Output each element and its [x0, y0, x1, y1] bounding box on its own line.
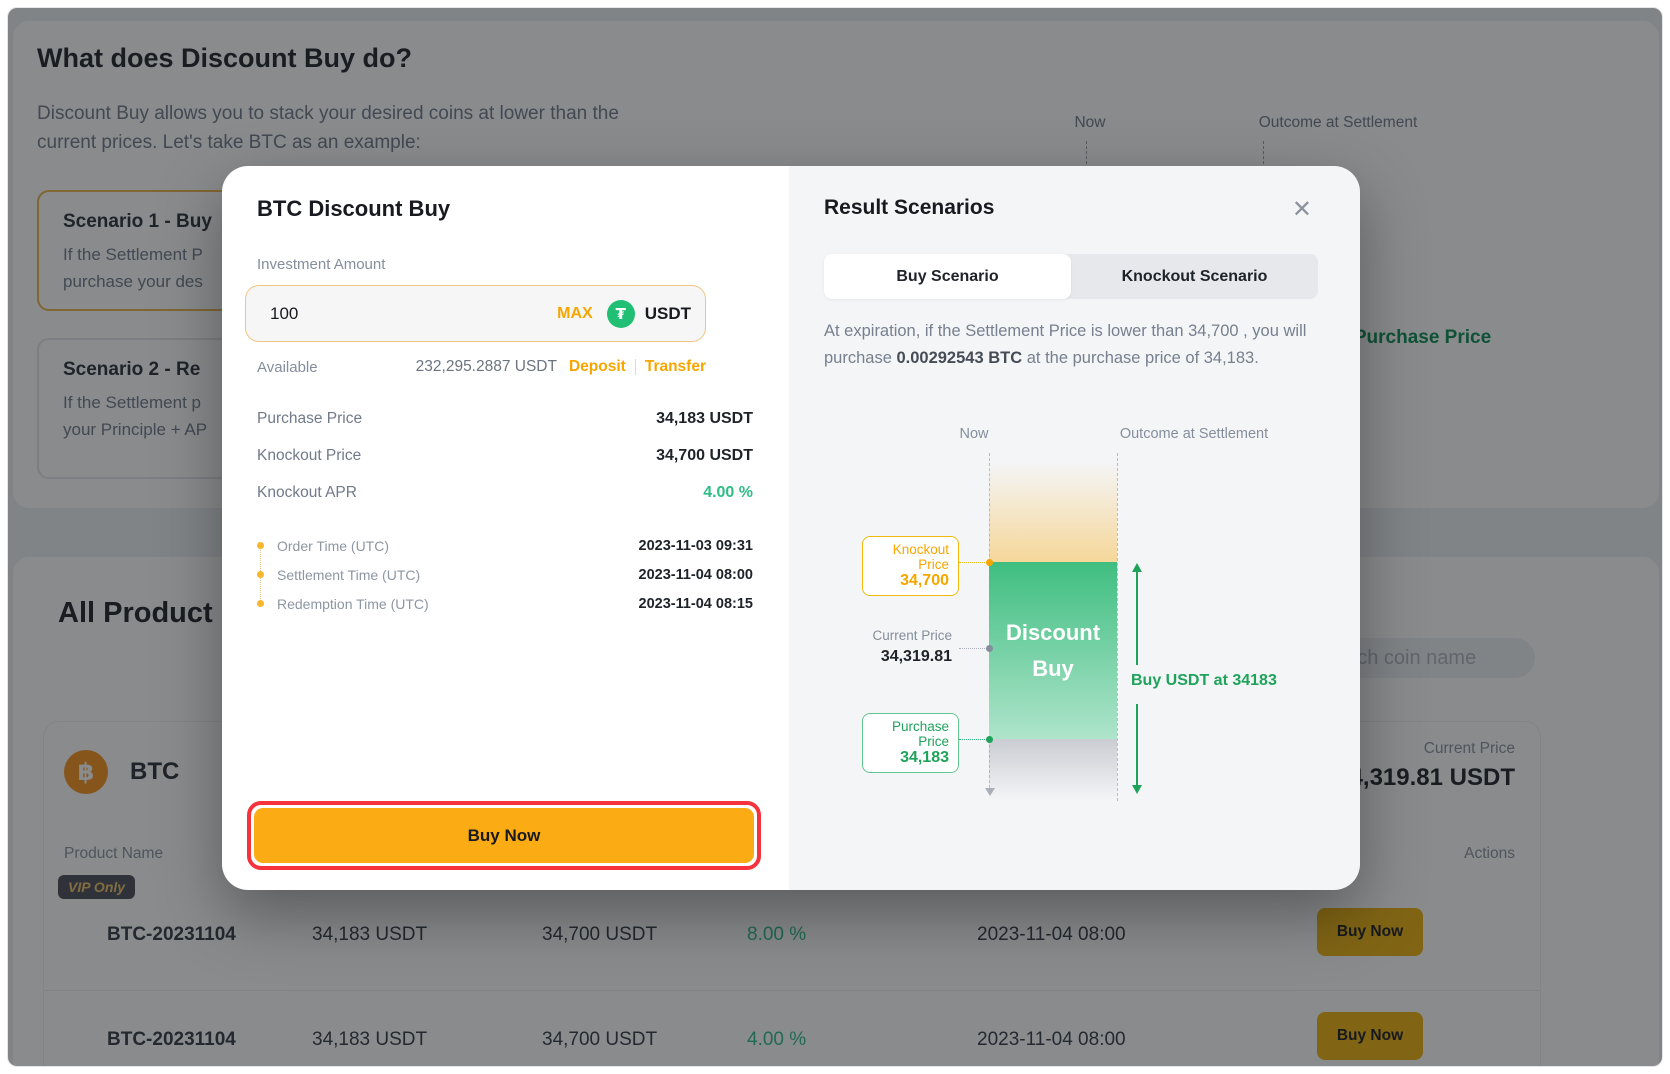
available-value: 232,295.2887 USDT [415, 358, 557, 375]
scenario-description-prefix: At expiration, if the Settlement Price i… [824, 322, 1307, 367]
knockout-apr-row: Knockout APR 4.00 % [257, 474, 753, 511]
price-info-rows: Purchase Price 34,183 USDT Knockout Pric… [257, 400, 753, 511]
knockout-dot-icon [986, 559, 993, 566]
knockout-callout-value: 34,700 [900, 572, 949, 589]
scenario-tabs: Buy Scenario Knockout Scenario [824, 254, 1318, 299]
current-price-dot-icon [986, 645, 993, 652]
knockout-callout-label: Knockout Price [892, 542, 949, 572]
purchase-callout-label: Purchase Price [891, 719, 949, 749]
close-icon[interactable]: ✕ [1286, 196, 1318, 222]
current-price-connector [959, 648, 989, 649]
down-arrow-icon [985, 788, 995, 801]
timeline-dot-icon [257, 542, 264, 549]
timeline-rows: Order Time (UTC) 2023-11-03 09:31 Settle… [257, 531, 753, 618]
buy-now-highlight-box: Buy Now [247, 801, 761, 870]
max-button[interactable]: MAX [557, 304, 593, 322]
settlement-time-label: Settlement Time (UTC) [277, 566, 421, 583]
buy-range-label: Buy USDT at 34183 [1131, 672, 1277, 689]
transfer-link[interactable]: Transfer [644, 358, 706, 375]
tether-icon: ₮ [606, 299, 635, 328]
diagram-now-label: Now [959, 426, 989, 442]
scenario-diagram: Now Outcome at Settlement Discount Buy K… [789, 420, 1357, 890]
knockout-price-label: Knockout Price [257, 446, 362, 464]
link-divider [634, 359, 636, 375]
knockout-apr-label: Knockout APR [257, 483, 357, 501]
purchase-callout-value: 34,183 [900, 749, 949, 766]
knockout-price-row: Knockout Price 34,700 USDT [257, 437, 753, 474]
scenario-description: At expiration, if the Settlement Price i… [824, 318, 1318, 372]
redemption-time-row: Redemption Time (UTC) 2023-11-04 08:15 [257, 589, 753, 618]
redemption-time-value: 2023-11-04 08:15 [638, 595, 754, 612]
order-time-label: Order Time (UTC) [277, 537, 389, 554]
investment-amount-field[interactable]: MAX ₮ USDT [245, 285, 706, 342]
timeline-dot-icon [257, 600, 264, 607]
tab-knockout-scenario[interactable]: Knockout Scenario [1121, 267, 1268, 285]
redemption-time-label: Redemption Time (UTC) [277, 595, 429, 612]
result-scenarios-panel: ✕ Result Scenarios Buy Scenario Knockout… [789, 166, 1360, 890]
settlement-time-row: Settlement Time (UTC) 2023-11-04 08:00 [257, 560, 753, 589]
purchase-price-callout: Purchase Price 34,183 [862, 713, 959, 773]
order-time-value: 2023-11-03 09:31 [638, 537, 754, 554]
knockout-zone [989, 462, 1117, 562]
available-label: Available [257, 358, 318, 376]
buy-range-arrow-top [1132, 563, 1142, 665]
knockout-apr-value: 4.00 % [703, 483, 753, 501]
knockout-connector [959, 562, 989, 563]
deposit-link[interactable]: Deposit [568, 358, 626, 375]
purchase-price-row: Purchase Price 34,183 USDT [257, 400, 753, 437]
timeline-dot-icon [257, 571, 264, 578]
discount-buy-zone-line2: Buy [1032, 655, 1074, 681]
tab-buy-scenario[interactable]: Buy Scenario [824, 254, 1071, 299]
buy-now-button[interactable]: Buy Now [254, 808, 754, 863]
purchase-price-label: Purchase Price [257, 409, 363, 427]
available-row: Available 232,295.2887 USDT Deposit Tran… [245, 358, 706, 376]
diagram-outcome-dashed-line [1117, 453, 1118, 801]
investment-amount-label: Investment Amount [257, 256, 386, 273]
scenario-description-suffix: at the purchase price of 34,183. [1022, 349, 1259, 367]
settlement-time-value: 2023-11-04 08:00 [638, 566, 754, 583]
scenario-description-amount: 0.00292543 BTC [896, 349, 1023, 367]
purchase-dot-icon [986, 736, 993, 743]
order-time-row: Order Time (UTC) 2023-11-03 09:31 [257, 531, 753, 560]
knockout-price-value: 34,700 USDT [656, 446, 753, 464]
diagram-current-price-value: 34,319.81 [880, 648, 952, 665]
amount-input[interactable] [268, 302, 558, 325]
discount-buy-modal: BTC Discount Buy Investment Amount MAX ₮… [222, 166, 1360, 890]
purchase-connector [959, 739, 989, 740]
diagram-outcome-label: Outcome at Settlement [1119, 426, 1269, 442]
discount-buy-zone: Discount Buy [989, 562, 1117, 739]
below-purchase-zone [989, 739, 1117, 801]
result-scenarios-title: Result Scenarios [824, 196, 995, 219]
knockout-price-callout: Knockout Price 34,700 [862, 536, 959, 596]
discount-buy-zone-line1: Discount [1005, 619, 1101, 645]
buy-range-arrow-bottom [1132, 704, 1142, 794]
order-panel: BTC Discount Buy Investment Amount MAX ₮… [222, 166, 789, 890]
currency-label: USDT [644, 303, 691, 323]
purchase-price-value: 34,183 USDT [656, 409, 753, 427]
diagram-current-price-label: Current Price [872, 628, 952, 643]
modal-title: BTC Discount Buy [257, 196, 451, 221]
